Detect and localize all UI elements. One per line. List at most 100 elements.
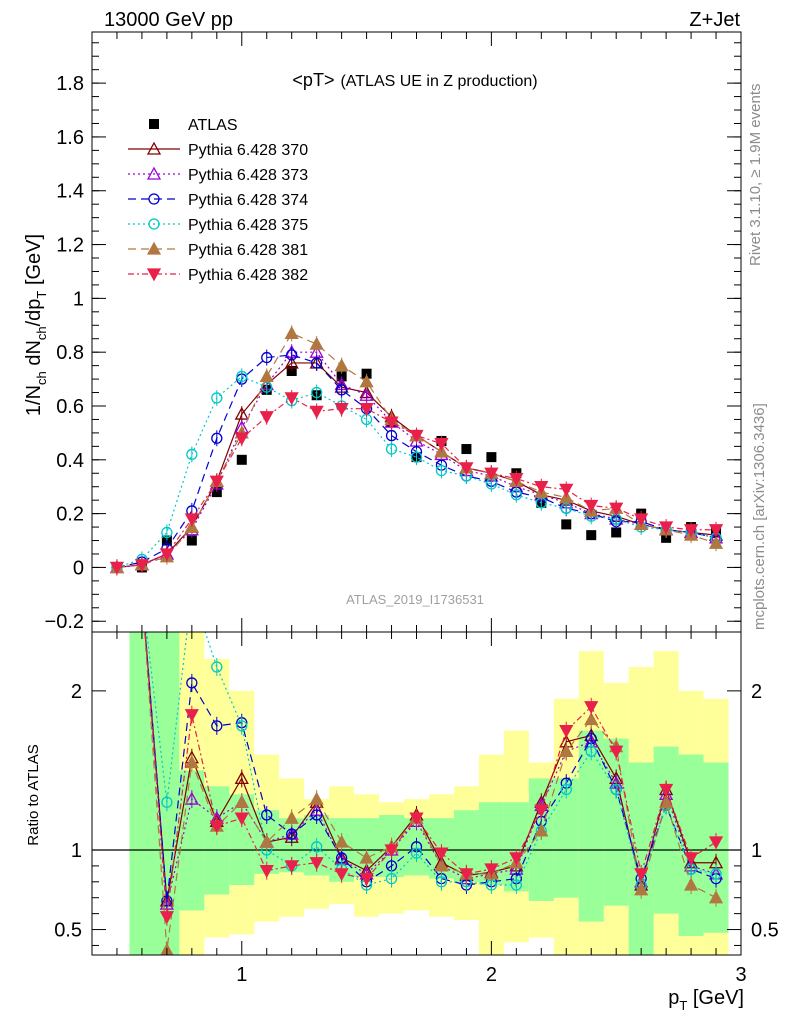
data-point bbox=[286, 366, 297, 377]
legend: ATLAS Pythia 6.428 370 Pythia 6.428 373 Pyt… bbox=[128, 117, 308, 284]
ratio-point bbox=[184, 755, 199, 769]
y-tick-label: 1.6 bbox=[56, 127, 84, 149]
ratio-point bbox=[708, 890, 724, 904]
data-point bbox=[309, 336, 324, 350]
data-point bbox=[410, 451, 423, 463]
data-point bbox=[584, 499, 599, 513]
ratio-point bbox=[184, 791, 199, 805]
ratio-y-tick-label: 0.5 bbox=[54, 920, 82, 942]
data-point bbox=[286, 349, 298, 361]
y-tick-label: 0.6 bbox=[56, 396, 84, 418]
ratio-point bbox=[609, 745, 624, 759]
data-point bbox=[184, 513, 199, 527]
uncertainty-band-green bbox=[204, 786, 230, 895]
y-axis-label-ratio: Ratio to ATLAS bbox=[25, 744, 42, 845]
data-point bbox=[611, 527, 622, 538]
data-point bbox=[284, 392, 299, 406]
ratio-line bbox=[146, 632, 717, 888]
plot-title-main: <pT> bbox=[292, 70, 334, 90]
legend-label: Pythia 6.428 370 bbox=[188, 142, 308, 159]
legend-marker bbox=[148, 193, 160, 205]
ratio-series-5 bbox=[144, 632, 724, 926]
ratio-point bbox=[384, 844, 399, 858]
legend-entry-6: Pythia 6.428 382 bbox=[128, 267, 308, 284]
data-point bbox=[335, 384, 348, 396]
legend-entry-4: Pythia 6.428 375 bbox=[128, 217, 308, 234]
data-point bbox=[361, 368, 372, 379]
ratio-point bbox=[559, 725, 574, 739]
ratio-line bbox=[144, 632, 717, 902]
legend-entry-1: Pythia 6.428 370 bbox=[128, 141, 308, 159]
ratio-point bbox=[187, 587, 197, 597]
y-tick-label: 0.2 bbox=[56, 504, 84, 526]
series-0 bbox=[111, 366, 722, 573]
ratio-point bbox=[484, 863, 499, 877]
data-point bbox=[484, 467, 499, 481]
data-point bbox=[586, 530, 597, 541]
data-point bbox=[309, 405, 324, 419]
ratio-point bbox=[509, 852, 524, 866]
data-point bbox=[161, 526, 173, 539]
y-tick-label: 1.2 bbox=[56, 235, 84, 257]
ratio-point bbox=[459, 868, 474, 882]
data-point bbox=[459, 462, 474, 476]
ratio-point bbox=[410, 847, 423, 859]
data-point bbox=[109, 561, 125, 575]
ratio-point bbox=[359, 872, 374, 886]
data-point bbox=[261, 351, 273, 364]
ratio-series-4 bbox=[144, 632, 724, 955]
data-point bbox=[159, 548, 174, 562]
rivet-label: Rivet 3.1.10, ≥ 1.9M events bbox=[747, 84, 764, 267]
data-point bbox=[234, 432, 249, 446]
y-tick-label: −0.2 bbox=[45, 611, 84, 633]
data-point bbox=[510, 489, 522, 501]
ratio-point bbox=[534, 823, 549, 837]
x-axis-label: pT [GeV] bbox=[668, 987, 744, 1013]
xlabel-part-2: [GeV] bbox=[687, 987, 744, 1009]
ylabel-part-2: dN bbox=[23, 340, 45, 371]
y-tick-label: 0 bbox=[73, 557, 84, 579]
legend-entry-0: ATLAS bbox=[149, 117, 238, 134]
ratio-point bbox=[385, 872, 398, 885]
legend-marker bbox=[146, 141, 162, 155]
uncertainty-band-green bbox=[603, 738, 629, 906]
ratio-point bbox=[234, 771, 249, 785]
legend-label: Pythia 6.428 381 bbox=[188, 242, 308, 259]
data-point bbox=[708, 524, 724, 538]
ratio-y-tick-label-right: 0.5 bbox=[751, 920, 779, 942]
data-point bbox=[211, 392, 223, 404]
data-point bbox=[486, 452, 497, 463]
mcplots-label: mcplots.cern.ch [arXiv:1306.3436] bbox=[751, 403, 768, 630]
uncertainty-band-green bbox=[129, 632, 155, 955]
x-tick-label: 3 bbox=[735, 964, 746, 986]
ratio-y-tick-label-right: 1 bbox=[751, 840, 762, 862]
data-point bbox=[284, 325, 299, 339]
ratio-point bbox=[683, 852, 699, 866]
x-tick-label: 2 bbox=[486, 964, 497, 986]
data-point bbox=[336, 371, 347, 382]
data-point bbox=[284, 355, 299, 369]
ratio-point bbox=[683, 877, 699, 891]
ylabel-part-4: /dp bbox=[23, 299, 45, 327]
ratio-point bbox=[434, 847, 449, 861]
ratio-point bbox=[236, 720, 248, 732]
data-point bbox=[385, 429, 398, 442]
series-6 bbox=[109, 389, 724, 576]
ratio-point bbox=[710, 868, 722, 880]
ratio-point bbox=[159, 911, 174, 925]
ratio-point bbox=[334, 834, 349, 848]
series-1 bbox=[109, 354, 724, 576]
data-point bbox=[259, 411, 274, 425]
ratio-point bbox=[409, 812, 424, 826]
y-tick-label: 0.8 bbox=[56, 342, 84, 364]
legend-label: Pythia 6.428 382 bbox=[188, 267, 308, 284]
data-point bbox=[359, 387, 374, 401]
ratio-point bbox=[560, 783, 572, 796]
data-point bbox=[134, 559, 150, 573]
data-point bbox=[509, 472, 524, 486]
ratio-point bbox=[309, 857, 324, 871]
plot-title-sub: (ATLAS UE in Z production) bbox=[340, 73, 537, 90]
uncertainty-band-green bbox=[578, 730, 604, 922]
data-point bbox=[559, 483, 574, 497]
ratio-y-tick-label-right: 2 bbox=[751, 681, 762, 703]
